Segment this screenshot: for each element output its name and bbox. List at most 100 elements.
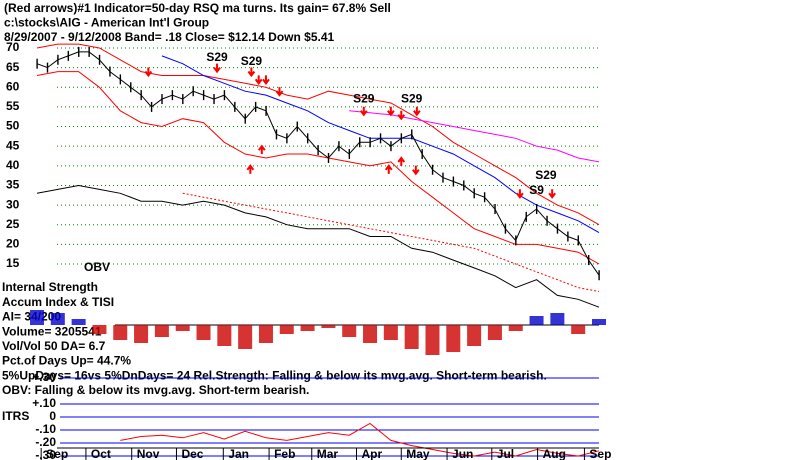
x-tick-label: Aug — [543, 447, 566, 460]
accum-bar — [467, 325, 482, 346]
accum-bar — [425, 325, 440, 355]
accum-bar — [217, 325, 232, 346]
signal-label: S29 — [535, 168, 557, 182]
info-line: Vol/Vol 50 DA= 6.7 — [2, 339, 106, 353]
accum-bar — [92, 325, 107, 334]
x-tick-label: Mar — [317, 447, 339, 460]
signal-arrow — [213, 63, 221, 74]
accum-bar — [529, 316, 544, 325]
signal-label: S9 — [529, 183, 544, 197]
y-tick-label: 70 — [6, 40, 20, 54]
accum-bar — [404, 325, 419, 349]
y-tick-label: 55 — [6, 99, 20, 113]
x-tick-label: Jan — [228, 447, 249, 460]
accum-bar — [550, 313, 565, 325]
y-tick-label: 40 — [6, 158, 20, 172]
y-tick-label: 35 — [6, 178, 20, 192]
signal-arrow — [397, 156, 406, 166]
accum-bar — [508, 325, 523, 331]
panel-label: ITRS — [2, 409, 29, 423]
signal-arrow — [359, 106, 368, 117]
accum-bar — [446, 325, 461, 352]
signal-arrow — [548, 189, 556, 199]
itrs-tick-label: -.10 — [35, 422, 56, 436]
itrs-tick-label: +.10 — [32, 396, 56, 410]
y-tick-label: 50 — [6, 119, 20, 133]
y-tick-label: 25 — [6, 217, 20, 231]
x-tick-label: Oct — [91, 447, 111, 460]
info-line: Accum Index & TISI — [2, 295, 114, 309]
accum-bar — [154, 325, 169, 337]
accum-bar — [487, 325, 502, 340]
itrs-tick-label: 0 — [49, 409, 56, 423]
info-line: Internal Strength — [2, 280, 98, 294]
itrs-line — [120, 422, 600, 457]
y-tick-label: 65 — [6, 60, 20, 74]
accum-bar — [300, 325, 315, 331]
signal-arrow — [254, 75, 263, 86]
signal-arrow — [387, 106, 395, 117]
signal-label: S29 — [353, 92, 375, 106]
signal-arrow — [275, 87, 284, 97]
signal-arrow — [412, 165, 420, 176]
signal-label: S29 — [241, 54, 263, 68]
info-line: 5%UpDays= 16vs 5%DnDays= 24 Rel.Strength… — [2, 368, 547, 382]
y-tick-label: 30 — [6, 197, 20, 211]
accum-bar — [175, 325, 190, 331]
x-tick-label: Nov — [137, 447, 160, 460]
y-tick-label: 15 — [6, 256, 20, 270]
accum-bar — [50, 313, 65, 325]
signal-arrow — [258, 144, 266, 155]
signal-arrow — [247, 67, 256, 78]
info-line: OBV: Falling & below its mvg.avg. Short-… — [2, 383, 309, 397]
x-tick-label: Jun — [452, 447, 473, 460]
x-tick-label: Jul — [497, 447, 514, 460]
signal-arrow — [384, 164, 393, 174]
info-line: Pct.of Days Up= 44.7% — [2, 354, 131, 368]
signal-label: S29 — [401, 92, 423, 106]
signal-arrow — [144, 67, 153, 78]
signal-arrow — [246, 164, 255, 174]
accum-bar — [342, 325, 357, 337]
header-line: c:\stocks\AIG - American Int'l Group — [4, 16, 209, 30]
accum-bar — [30, 310, 44, 325]
indicator-line — [36, 71, 600, 265]
accum-bar — [383, 325, 398, 340]
accum-bar — [196, 325, 211, 340]
info-line: Volume= 3205541 — [2, 324, 102, 338]
indicator-line — [36, 184, 600, 308]
y-tick-label: 45 — [6, 138, 20, 152]
accum-bar — [321, 325, 336, 328]
accum-bar — [592, 319, 606, 325]
accum-bar — [134, 325, 149, 343]
y-tick-label: 20 — [6, 237, 20, 251]
accum-bar — [113, 325, 128, 340]
x-tick-label: May — [406, 447, 430, 460]
signal-arrow — [262, 75, 270, 86]
header-line: (Red arrows)#1 Indicator=50-day RSQ ma t… — [4, 1, 391, 15]
accum-bar — [71, 319, 86, 325]
signal-arrow — [397, 110, 406, 121]
x-tick-label: Sep — [589, 447, 611, 460]
y-tick-label: 60 — [6, 79, 20, 93]
x-tick-label: Dec — [181, 447, 203, 460]
indicator-line — [36, 43, 600, 226]
price-line — [36, 51, 600, 276]
signal-label: S29 — [206, 50, 228, 64]
accum-bar — [279, 325, 294, 334]
price-bar — [598, 270, 600, 281]
signal-arrow — [516, 189, 524, 199]
accum-bar — [238, 325, 253, 349]
series-label: OBV — [84, 260, 110, 274]
signal-arrow — [413, 106, 421, 117]
x-tick-label: Sep — [46, 447, 68, 460]
accum-bar — [363, 325, 378, 343]
x-tick-label: Feb — [274, 447, 295, 460]
header-line: 8/29/2007 - 9/12/2008 Band= .18 Close= $… — [4, 30, 335, 44]
itrs-tick-label: -.20 — [35, 435, 56, 449]
accum-bar — [258, 325, 273, 343]
itrs-tick-label: -.30 — [35, 448, 56, 460]
x-tick-label: Apr — [362, 447, 383, 460]
accum-bar — [571, 325, 586, 334]
